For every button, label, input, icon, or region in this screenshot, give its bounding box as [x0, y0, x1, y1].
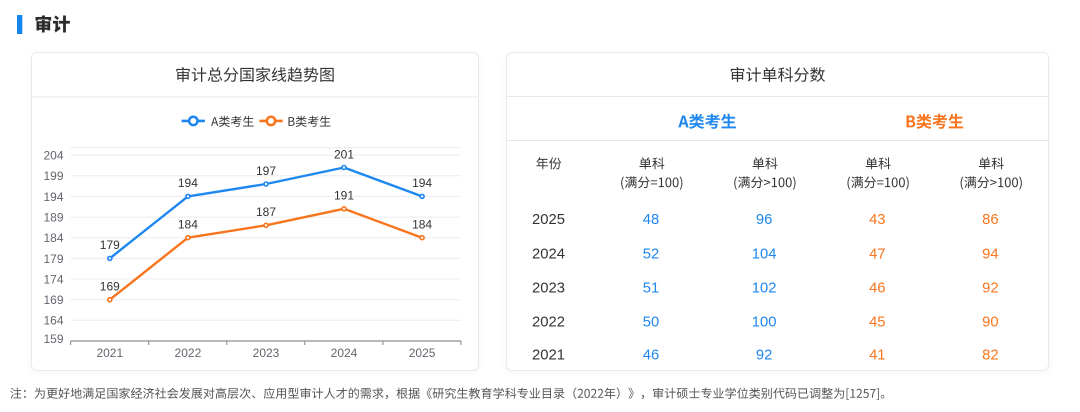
svg-text:51: 51: [643, 280, 659, 296]
svg-text:86: 86: [982, 212, 998, 228]
svg-text:194: 194: [178, 176, 198, 190]
svg-text:184: 184: [43, 231, 63, 245]
svg-text:90: 90: [982, 314, 998, 330]
svg-text:2023: 2023: [532, 280, 565, 296]
svg-text:46: 46: [643, 347, 659, 363]
svg-text:201: 201: [334, 147, 354, 161]
svg-text:96: 96: [756, 212, 772, 228]
svg-text:48: 48: [643, 212, 659, 228]
svg-text:194: 194: [412, 176, 432, 190]
svg-text:92: 92: [756, 347, 772, 363]
svg-text:46: 46: [869, 280, 885, 296]
svg-text:47: 47: [869, 246, 885, 262]
svg-text:2025: 2025: [532, 212, 565, 228]
svg-text:104: 104: [752, 246, 777, 262]
svg-text:169: 169: [100, 280, 120, 294]
svg-text:43: 43: [869, 212, 885, 228]
svg-text:174: 174: [43, 272, 63, 286]
svg-text:102: 102: [752, 280, 777, 296]
svg-text:100: 100: [752, 314, 777, 330]
svg-text:187: 187: [256, 205, 276, 219]
svg-text:2022: 2022: [532, 314, 565, 330]
svg-text:45: 45: [869, 314, 885, 330]
svg-text:2022: 2022: [175, 346, 202, 360]
svg-text:50: 50: [643, 314, 659, 330]
svg-text:52: 52: [643, 246, 659, 262]
svg-text:184: 184: [412, 218, 432, 232]
svg-text:179: 179: [43, 252, 63, 266]
svg-text:2021: 2021: [96, 346, 123, 360]
svg-text:197: 197: [256, 164, 276, 178]
svg-text:179: 179: [100, 238, 120, 252]
svg-text:204: 204: [43, 149, 63, 163]
svg-text:194: 194: [43, 190, 63, 204]
svg-text:41: 41: [869, 347, 885, 363]
svg-text:169: 169: [43, 293, 63, 307]
svg-text:2024: 2024: [532, 246, 565, 262]
svg-text:2024: 2024: [331, 346, 358, 360]
svg-text:159: 159: [43, 332, 63, 346]
svg-text:191: 191: [334, 189, 354, 203]
svg-text:184: 184: [178, 218, 198, 232]
svg-text:94: 94: [982, 246, 998, 262]
svg-text:189: 189: [43, 211, 63, 225]
svg-text:2025: 2025: [409, 346, 436, 360]
svg-text:164: 164: [43, 314, 63, 328]
svg-text:2021: 2021: [532, 347, 565, 363]
svg-text:199: 199: [43, 169, 63, 183]
svg-text:2023: 2023: [253, 346, 280, 360]
svg-text:82: 82: [982, 347, 998, 363]
svg-text:92: 92: [982, 280, 998, 296]
